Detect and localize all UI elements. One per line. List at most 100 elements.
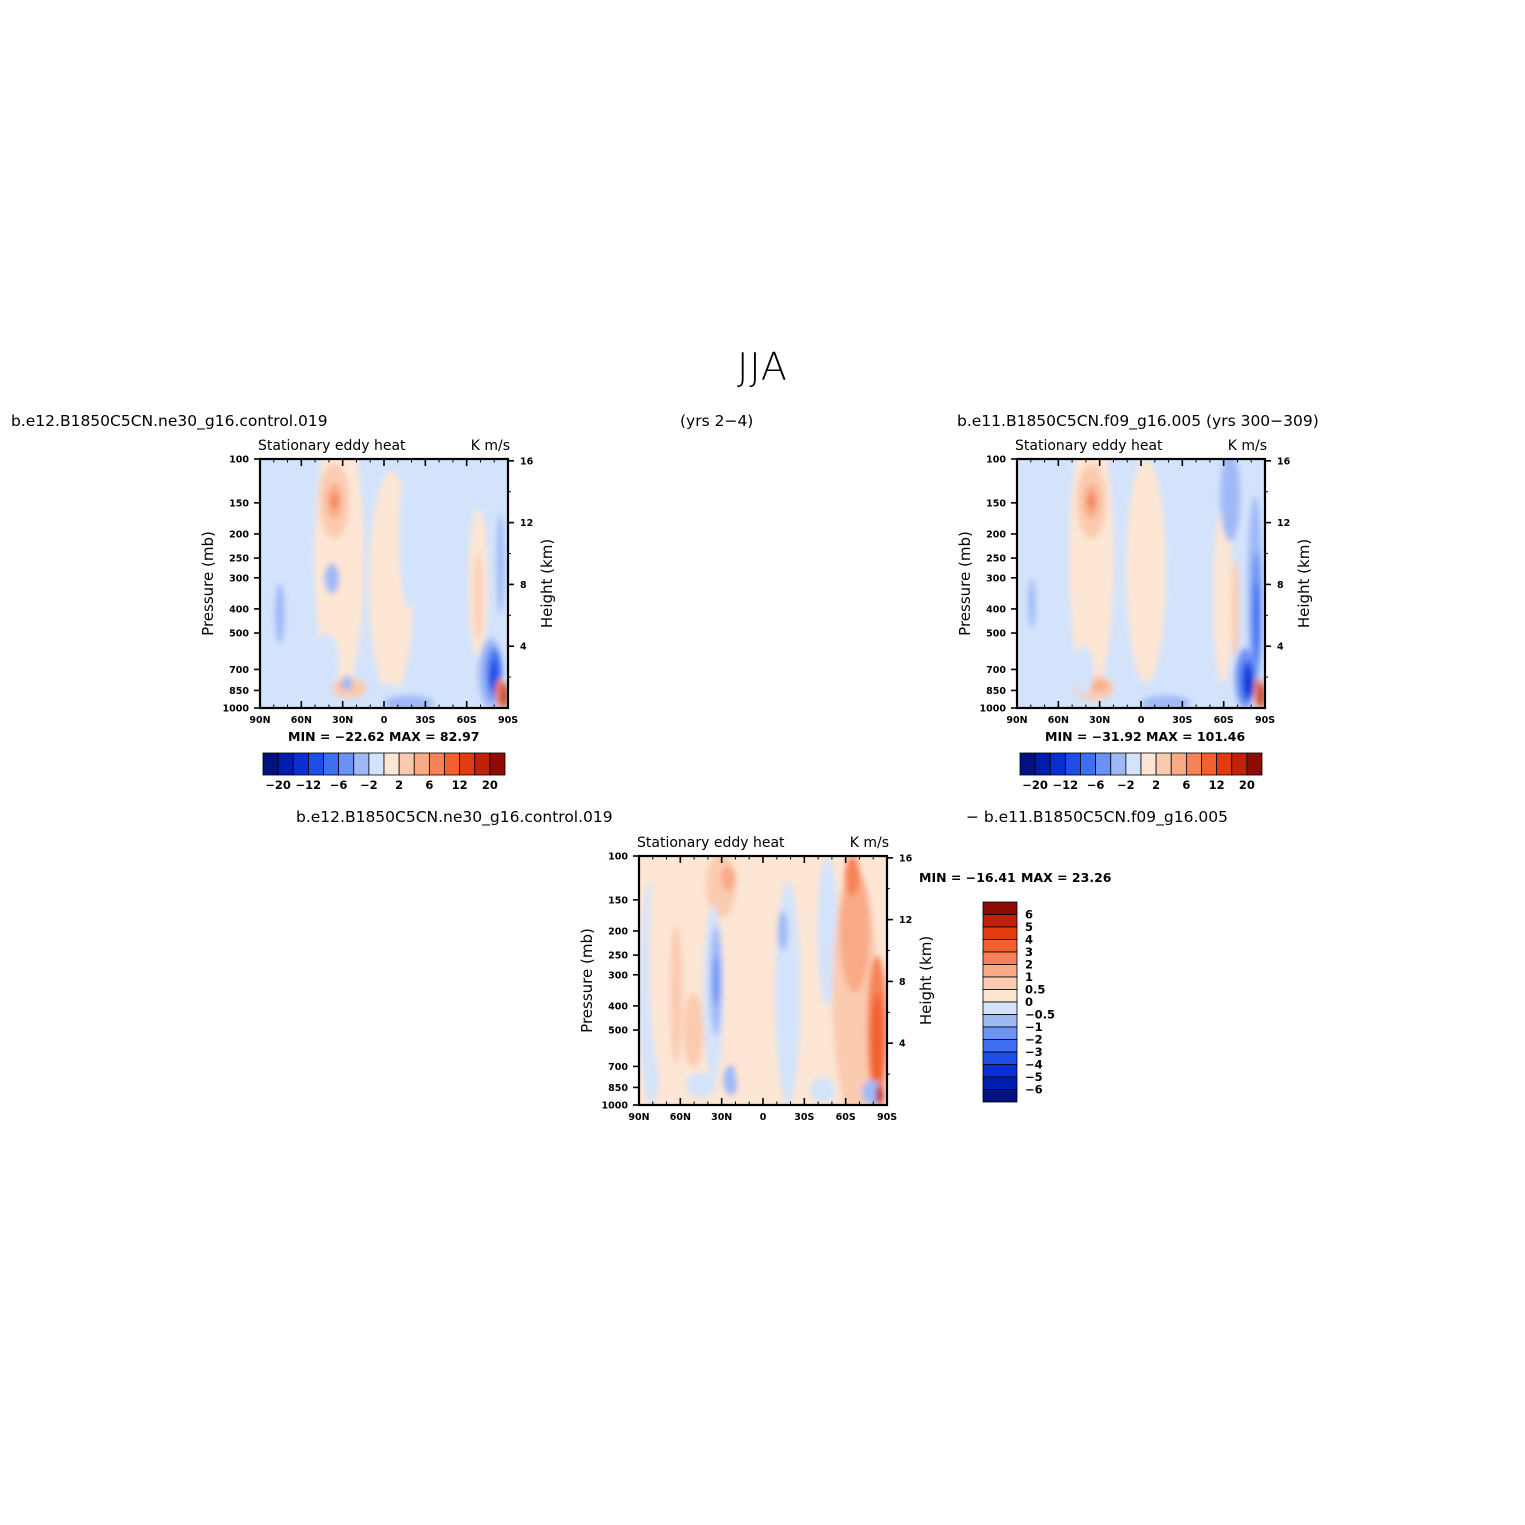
colorbar-box (1049, 752, 1066, 776)
colorbar-box (982, 1076, 1018, 1090)
y-tick-label: 850 (986, 686, 1006, 697)
x-tick-label: 60S (836, 1112, 856, 1123)
colorbar-box (292, 752, 309, 776)
panel-title: Stationary eddy heat (1015, 438, 1163, 454)
colorbar-label: 5 (1025, 920, 1033, 934)
contour-region (379, 683, 399, 699)
colorbar-label: −2 (1025, 1033, 1043, 1047)
colorbar-box (459, 752, 476, 776)
x-tick-label: 90S (877, 1112, 897, 1123)
contour-fills (272, 459, 508, 708)
contour-region (1087, 493, 1096, 509)
contour-region (775, 880, 801, 1105)
y-tick-label: 250 (608, 951, 628, 962)
colorbar-box (982, 1001, 1018, 1015)
contour-region (314, 633, 340, 694)
max-value: MAX = 101.46 (1146, 729, 1245, 744)
contour-region (1126, 459, 1166, 684)
y-tick-label: 700 (608, 1062, 628, 1073)
y-right-tick-label: 4 (1277, 642, 1284, 653)
y-right-tick-label: 16 (899, 853, 913, 864)
x-tick-label: 30S (1172, 715, 1192, 726)
contour-region (272, 513, 298, 664)
x-tick-label: 90N (249, 715, 270, 726)
max-value: MAX = 82.97 (389, 729, 479, 744)
colorbar-label: 6 (1025, 908, 1033, 922)
colorbar-label: −2 (1117, 778, 1135, 792)
colorbar-box (982, 1051, 1018, 1065)
contour-region (870, 992, 884, 1093)
panel-model1: Stationary eddy heat K m/s 90N 60N 30N 0 30S 60… (199, 438, 556, 792)
colorbar-box (1034, 752, 1051, 776)
colorbar-box (1019, 752, 1036, 776)
contour-region (1212, 508, 1233, 684)
case2-label: b.e11.B1850C5CN.f09_g16.005 (yrs 300−309… (957, 412, 1319, 430)
colorbar-box (1170, 752, 1187, 776)
colorbar-box (1231, 752, 1248, 776)
x-tick-label: 90S (1255, 715, 1275, 726)
colorbar-label: 1 (1025, 970, 1033, 984)
y-tick-label: 300 (608, 970, 628, 981)
y-tick-label: 200 (229, 529, 249, 540)
x-tick-label: 30N (711, 1112, 732, 1123)
colorbar-box (1155, 752, 1172, 776)
y-tick-label: 850 (229, 686, 249, 697)
y-tick-label: 250 (986, 554, 1006, 565)
contour-region (341, 675, 352, 691)
colorbar-label: −3 (1025, 1045, 1043, 1059)
colorbar-box (489, 752, 506, 776)
colorbar-label: −1 (1025, 1020, 1043, 1034)
y-tick-label: 100 (986, 455, 1006, 466)
panel-title: Stationary eddy heat (258, 438, 406, 454)
max-value: MAX = 23.26 (1021, 870, 1112, 885)
colorbar-box (1095, 752, 1112, 776)
colorbar-box (1185, 752, 1202, 776)
y-right-tick-label: 16 (520, 456, 534, 467)
y-axis-label: Pressure (mb) (199, 531, 217, 636)
colorbar-label: −20 (1022, 778, 1048, 792)
y-tick-label: 150 (986, 498, 1006, 509)
colorbar-label: −12 (296, 778, 322, 792)
colorbar-box (982, 914, 1018, 928)
panel-units: K m/s (1228, 438, 1267, 454)
y-tick-label: 300 (986, 573, 1006, 584)
panel-model2: Stationary eddy heat K m/s 90N 60N 30N 0 30S 60… (956, 438, 1313, 792)
x-tick-label: 90S (498, 715, 518, 726)
colorbar-label: −6 (1025, 1083, 1043, 1097)
colorbar-label: −6 (1087, 778, 1105, 792)
y-tick-label: 150 (608, 895, 628, 906)
contour-region (670, 923, 683, 1063)
y-right-tick-label: 4 (520, 642, 527, 653)
contour-region (274, 583, 285, 644)
colorbar-box (368, 752, 385, 776)
y-right-tick-label: 8 (899, 977, 906, 988)
x-tick-label: 90N (628, 1112, 649, 1123)
colorbar-box (1216, 752, 1233, 776)
y-right-axis-label: Height (km) (1295, 539, 1313, 628)
contour-fills (1024, 459, 1265, 708)
y-tick-label: 700 (986, 665, 1006, 676)
contour-region (1074, 645, 1094, 696)
colorbar-label: 0.5 (1025, 983, 1045, 997)
contour-region (496, 513, 505, 614)
colorbar-box (413, 752, 430, 776)
colorbar-box (982, 964, 1018, 978)
colorbar-box (353, 752, 370, 776)
colorbar-label: 20 (482, 778, 498, 792)
contour-region (1231, 558, 1239, 659)
y-tick-label: 1000 (223, 704, 250, 715)
y-tick-label: 250 (229, 554, 249, 565)
colorbar-box (1080, 752, 1097, 776)
min-value: MIN = −16.41 (919, 870, 1016, 885)
colorbar-box (982, 901, 1018, 915)
contour-fills (639, 856, 887, 1105)
y-tick-label: 500 (608, 1026, 628, 1037)
contour-region (1253, 581, 1260, 661)
contour-region (1220, 459, 1241, 542)
y-tick-label: 500 (986, 629, 1006, 640)
min-value: MIN = −22.62 (288, 729, 385, 744)
colorbar-box (277, 752, 294, 776)
colorbar-label: 2 (395, 778, 403, 792)
contour-region (777, 910, 788, 951)
